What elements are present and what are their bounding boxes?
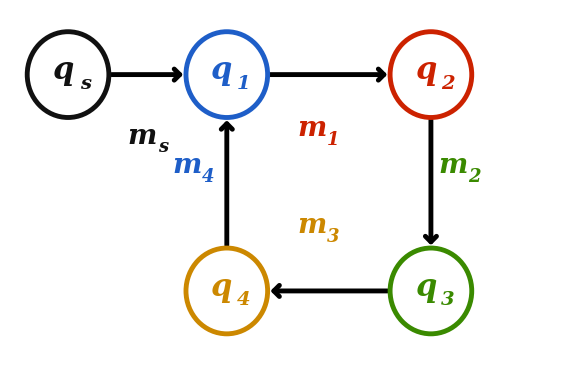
Text: m: m <box>172 153 202 179</box>
Text: 1: 1 <box>237 75 251 93</box>
Ellipse shape <box>390 248 472 334</box>
Text: q: q <box>414 272 436 303</box>
Text: q: q <box>210 55 232 87</box>
Ellipse shape <box>390 32 472 117</box>
Text: m: m <box>297 115 327 142</box>
Text: 2: 2 <box>441 75 455 93</box>
Text: 1: 1 <box>327 131 339 149</box>
Text: s: s <box>79 75 91 93</box>
Ellipse shape <box>186 248 268 334</box>
Ellipse shape <box>27 32 109 117</box>
Text: m: m <box>439 153 468 179</box>
Text: q: q <box>52 55 73 87</box>
Text: s: s <box>158 138 168 156</box>
Text: 2: 2 <box>468 168 481 186</box>
Text: q: q <box>210 272 232 303</box>
Text: 3: 3 <box>441 291 455 309</box>
Ellipse shape <box>186 32 268 117</box>
Text: 4: 4 <box>237 291 251 309</box>
Text: q: q <box>414 55 436 87</box>
Text: m: m <box>127 123 156 150</box>
Text: 4: 4 <box>202 168 214 186</box>
Text: 3: 3 <box>327 228 339 246</box>
Text: m: m <box>297 212 327 239</box>
